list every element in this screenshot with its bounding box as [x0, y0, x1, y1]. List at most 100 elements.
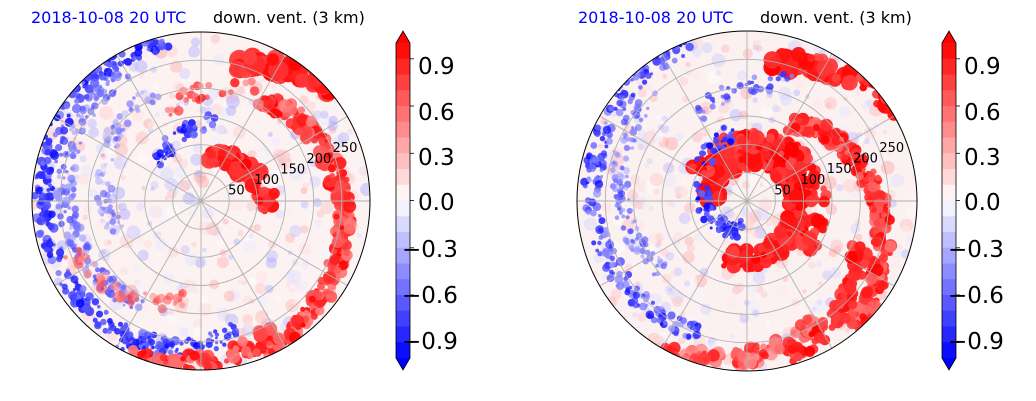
field-cell — [318, 113, 332, 127]
field-cell — [813, 46, 822, 55]
field-cell — [276, 149, 291, 164]
colorbar-tick: 0.0 — [964, 190, 1001, 216]
field-cell — [134, 279, 141, 286]
field-cell — [77, 173, 89, 185]
field-cell — [178, 282, 184, 288]
field-cell — [648, 206, 654, 212]
field-cell — [352, 257, 357, 262]
field-cell — [334, 156, 347, 170]
field-cell — [118, 72, 123, 77]
field-cell — [179, 302, 186, 309]
field-cell — [180, 127, 187, 134]
field-cell — [218, 89, 227, 98]
radial-label-100: 100 — [254, 173, 279, 188]
field-cell — [154, 344, 160, 350]
field-cell — [652, 188, 660, 195]
field-cell — [625, 287, 630, 292]
field-cell — [630, 208, 634, 212]
field-cell — [139, 285, 147, 293]
field-cell — [248, 233, 254, 239]
field-cell — [300, 306, 306, 312]
colorbar-swatch — [396, 200, 410, 217]
field-cell — [654, 133, 664, 143]
field-cell — [664, 285, 675, 296]
field-cell — [288, 167, 303, 181]
field-cell — [212, 227, 222, 237]
field-cell — [95, 267, 100, 273]
field-cell — [74, 98, 80, 104]
field-cell — [603, 230, 608, 235]
field-cell — [634, 72, 641, 79]
field-cell — [126, 100, 134, 108]
field-cell — [667, 287, 673, 293]
field-cell — [816, 205, 826, 216]
field-cell — [63, 210, 67, 214]
field-cell — [307, 70, 325, 88]
field-cell — [817, 303, 822, 307]
field-cell — [246, 201, 256, 212]
colorbar-tick: −0.9 — [948, 329, 1004, 355]
field-cell — [735, 222, 739, 226]
field-cell — [662, 354, 671, 363]
field-cell — [712, 190, 724, 202]
field-cell — [172, 293, 183, 304]
field-cell — [718, 84, 725, 91]
colorbar-swatch — [942, 58, 956, 76]
field-cell — [311, 169, 320, 178]
colorbar-tick: 0.0 — [418, 190, 455, 216]
field-cell — [709, 226, 713, 230]
field-cell — [631, 297, 639, 304]
field-cell — [274, 334, 284, 343]
field-cell — [712, 164, 726, 178]
field-cell — [300, 200, 309, 209]
field-cell — [878, 279, 889, 291]
field-cell — [752, 44, 759, 51]
field-cell — [642, 79, 648, 85]
radial-spoke — [200, 54, 286, 202]
field-cell — [643, 130, 657, 145]
field-cell — [733, 233, 741, 241]
field-cell — [127, 291, 139, 303]
field-cell — [743, 151, 761, 169]
field-cell — [680, 317, 687, 324]
field-cell — [153, 231, 162, 240]
field-cell — [598, 235, 604, 240]
field-cell — [79, 107, 87, 115]
field-cell — [614, 215, 620, 220]
field-cell — [278, 180, 283, 186]
field-cell — [58, 220, 65, 228]
field-cell — [183, 97, 190, 103]
field-cell — [216, 239, 224, 247]
field-cell — [35, 230, 44, 239]
field-cell — [157, 39, 164, 45]
field-cell — [592, 189, 602, 198]
field-cell — [774, 343, 785, 355]
field-cell — [701, 42, 713, 54]
field-cell — [598, 214, 602, 218]
field-cell — [665, 252, 675, 261]
field-cell — [795, 116, 803, 124]
field-cell — [657, 256, 660, 259]
panel-right-title-field: down. vent. (3 km) — [760, 8, 912, 27]
field-cell — [284, 269, 296, 282]
field-cell — [654, 114, 661, 120]
field-cell — [242, 324, 255, 337]
field-cell — [683, 204, 692, 213]
field-cell — [306, 101, 316, 111]
field-cell — [81, 127, 87, 133]
field-cell — [729, 333, 736, 340]
field-cell — [127, 294, 132, 299]
field-cell — [630, 174, 640, 184]
field-cell — [609, 269, 614, 275]
field-cell — [247, 352, 254, 359]
field-cell — [164, 42, 173, 51]
field-cell — [752, 272, 766, 285]
colorbar-swatch — [396, 169, 410, 186]
field-cell — [226, 94, 240, 109]
field-cell — [219, 106, 231, 118]
field-cell — [639, 302, 648, 311]
radial-spoke — [200, 116, 348, 202]
field-cell — [693, 180, 701, 188]
colorbar-swatch — [396, 342, 410, 359]
